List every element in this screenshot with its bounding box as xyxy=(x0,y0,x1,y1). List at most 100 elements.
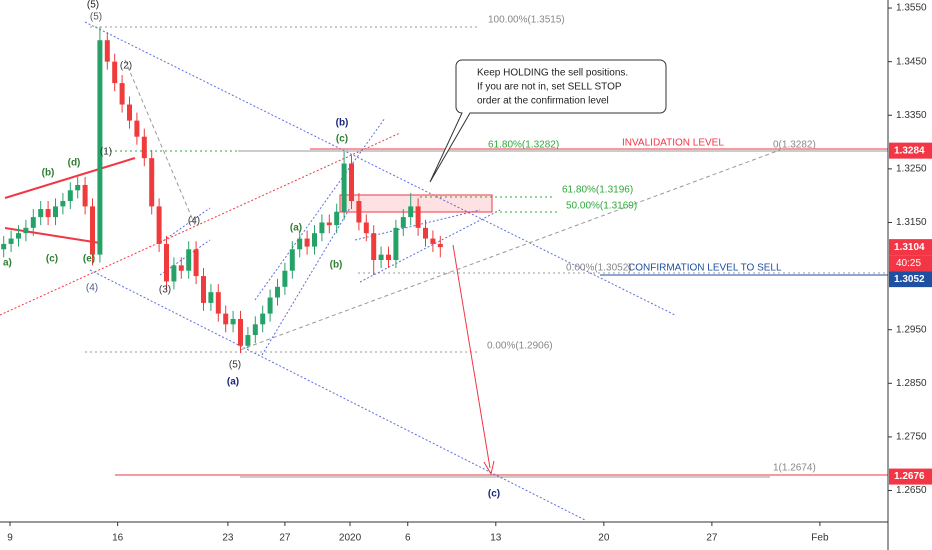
candle-body xyxy=(371,233,377,260)
annotation: (5) xyxy=(229,360,241,371)
candle-body xyxy=(326,222,332,226)
candle-body xyxy=(127,104,132,121)
channel-line xyxy=(84,21,676,316)
candle-body xyxy=(104,40,110,62)
arrow-line xyxy=(452,244,491,469)
candle-body xyxy=(437,243,443,248)
candle-body xyxy=(267,297,273,314)
candle-body xyxy=(341,163,347,212)
annotation: 0(1.3282) xyxy=(773,140,816,151)
x-tick-label: 13 xyxy=(490,533,502,544)
y-tick-label: 1.2850 xyxy=(896,378,927,389)
candle-body xyxy=(289,249,295,271)
annotation: (c) xyxy=(336,134,348,145)
channel-line xyxy=(261,207,351,356)
x-tick-label: 27 xyxy=(279,533,291,544)
x-tick-label: Feb xyxy=(811,533,829,544)
candle-body xyxy=(23,227,29,234)
candle-body xyxy=(112,61,118,84)
x-tick-label: 2020 xyxy=(339,533,362,544)
candle-body xyxy=(53,206,58,218)
candle-body xyxy=(215,292,221,314)
annotation: (c) xyxy=(46,254,58,265)
callout-text: Keep HOLDING the sell positions. xyxy=(477,68,628,79)
y-tick-label: 1.2950 xyxy=(896,324,927,335)
annotation: 0.00%(1.2906) xyxy=(487,341,553,352)
annotation: 61.80%(1.3282) xyxy=(488,140,559,151)
x-tick-label: 16 xyxy=(112,533,124,544)
candle-body xyxy=(60,201,66,207)
y-tick-label: 1.3550 xyxy=(896,3,927,14)
candle-body xyxy=(134,120,140,137)
annotation: (b) xyxy=(336,118,349,129)
candle-body xyxy=(8,238,14,244)
candle-body xyxy=(82,184,88,207)
candle-body xyxy=(45,209,51,218)
candle-body xyxy=(252,324,258,336)
channel-line xyxy=(359,209,501,283)
candle-body xyxy=(304,238,310,247)
candle-body xyxy=(260,313,266,325)
annotation: (a) xyxy=(290,223,302,234)
countdown: 40:25 xyxy=(896,258,921,269)
candle-body xyxy=(156,206,162,244)
candle-body xyxy=(201,276,206,303)
trend-line xyxy=(124,59,196,226)
drawings xyxy=(0,21,888,521)
x-tick-label: 23 xyxy=(222,533,234,544)
callout-text: If you are not in, set SELL STOP xyxy=(477,82,622,93)
candle-body xyxy=(423,227,428,239)
candle-body xyxy=(38,209,44,218)
candle-body xyxy=(349,163,354,202)
annotation: (4) xyxy=(188,216,200,227)
annotation: (4) xyxy=(86,283,98,294)
x-tick-label: 27 xyxy=(706,533,718,544)
y-tick-label: 1.3450 xyxy=(896,56,927,67)
x-tick-label: 20 xyxy=(598,533,610,544)
candle-body xyxy=(67,190,73,202)
candle-body xyxy=(223,313,229,325)
arrow-head xyxy=(483,460,495,476)
triangle-line xyxy=(4,227,101,244)
annotation: (3) xyxy=(159,285,171,296)
countdown-tag xyxy=(889,255,932,272)
x-tick-label: 9 xyxy=(7,533,13,544)
y-tick-label: 1.3350 xyxy=(896,110,927,121)
callout-text: order at the confirmation level xyxy=(477,96,609,107)
candle-body xyxy=(171,265,177,282)
candle-body xyxy=(1,243,7,250)
price-tag xyxy=(889,142,932,159)
annotation: 61.80%(1.3196) xyxy=(562,185,633,196)
y-tick-label: 1.2750 xyxy=(896,432,927,443)
annotation: (d) xyxy=(68,158,81,169)
callout-box xyxy=(429,59,667,183)
candle-body xyxy=(164,243,169,282)
price-tag-label: 1.3052 xyxy=(894,274,925,285)
y-tick-label: 1.3150 xyxy=(896,217,927,228)
channel-line xyxy=(159,207,211,244)
candle-body xyxy=(230,318,236,325)
price-tag-label: 1.2676 xyxy=(894,471,925,482)
candle-body xyxy=(363,222,369,234)
channel-line xyxy=(254,117,386,301)
candle-body xyxy=(312,233,317,247)
price-tag xyxy=(889,239,932,256)
candle-body xyxy=(193,249,199,277)
annotation: (c) xyxy=(488,489,500,500)
x-tick-label: 6 xyxy=(405,533,411,544)
candle-body xyxy=(119,83,125,105)
annotation: INVALIDATION LEVEL xyxy=(622,138,724,149)
candle-body xyxy=(97,40,103,255)
annotation: 100.00%(1.3515) xyxy=(488,15,565,26)
annotation: 50.00%(1.3169) xyxy=(566,201,637,212)
candle-body xyxy=(141,136,147,159)
candle-body xyxy=(319,222,325,234)
candle-body xyxy=(245,335,251,346)
candle-body xyxy=(430,238,436,244)
candle-body xyxy=(75,184,81,191)
price-tag xyxy=(889,468,932,485)
trend-line xyxy=(0,132,401,316)
candle-body xyxy=(16,233,21,239)
